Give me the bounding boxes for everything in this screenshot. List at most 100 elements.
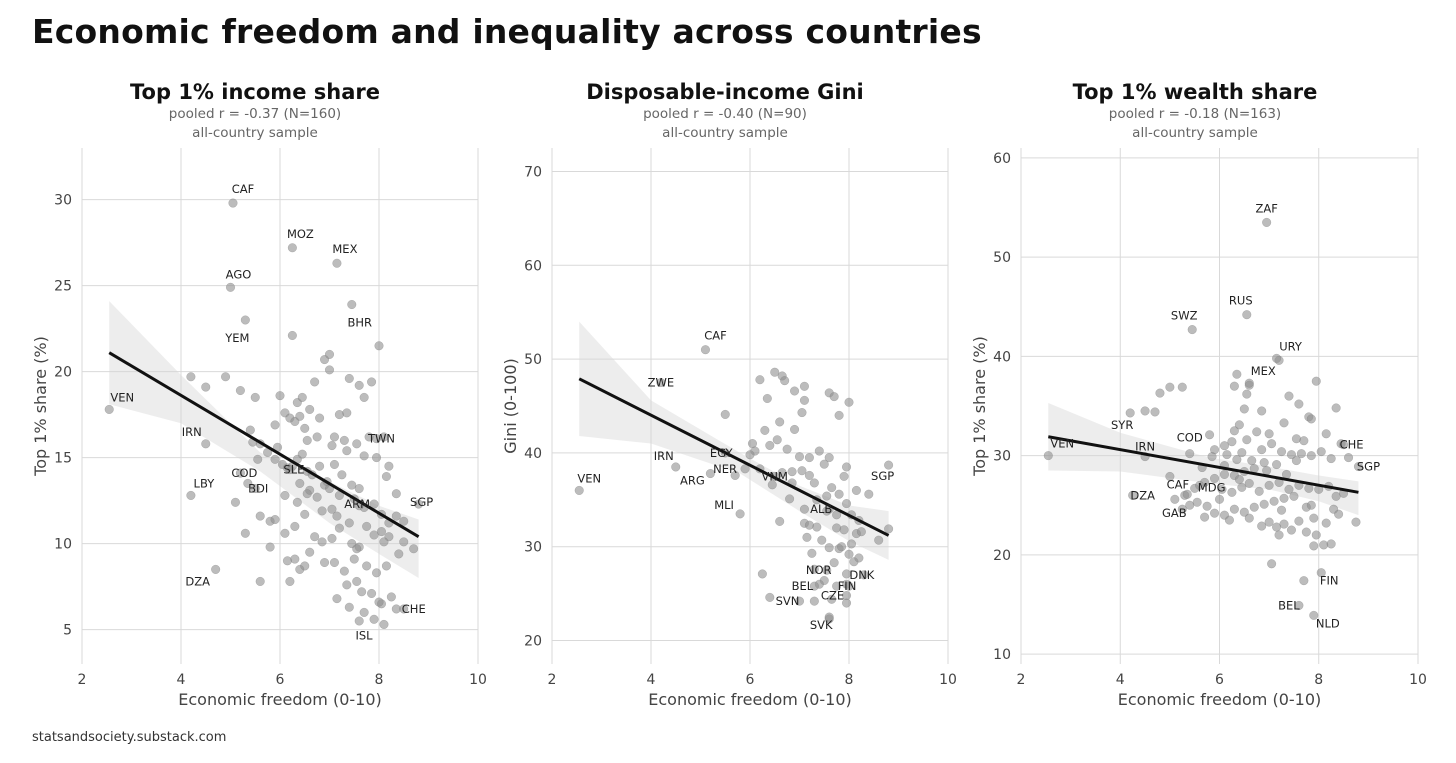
data-point [809, 564, 819, 574]
data-point [1306, 414, 1316, 424]
data-point [354, 616, 364, 626]
country-labels: CAF ZWE EGY IRN NER VNM ARG VEN SGP MLI ALB DNK NOR B… [577, 329, 894, 632]
data-point [1309, 541, 1319, 551]
data-point [1214, 494, 1225, 504]
data-point [1264, 480, 1274, 490]
data-point [799, 381, 810, 391]
data-point [1289, 491, 1299, 501]
country-label-twn: TWN [367, 432, 395, 446]
data-point [1296, 449, 1306, 459]
country-label-caf: CAF [1167, 477, 1190, 491]
data-point [381, 561, 391, 571]
data-point [302, 489, 312, 499]
regression-line [1048, 435, 1359, 494]
data-point [1329, 504, 1339, 514]
data-point [391, 489, 401, 499]
country-labels: CAF MOZ MEX AGO BHR YEM VEN IRN TWN COD SLE BDI LBY A… [110, 182, 433, 642]
y-tick-label: 20 [524, 634, 542, 650]
data-point [1234, 420, 1244, 430]
data-point [1224, 515, 1234, 525]
data-point-fin [1316, 568, 1326, 578]
data-point [1232, 369, 1242, 379]
data-point [391, 511, 401, 521]
data-point [1219, 441, 1230, 451]
data-point [297, 449, 307, 459]
country-label-fin: FIN [1320, 574, 1339, 588]
data-point-swz [1187, 325, 1197, 335]
data-point [379, 537, 389, 547]
data-point [243, 478, 253, 488]
country-label-moz: MOZ [287, 227, 314, 241]
data-point [834, 489, 844, 499]
panel-subtitle-stat: pooled r = -0.37 (N=160) [169, 106, 341, 122]
data-point [344, 373, 354, 384]
data-point [295, 478, 305, 488]
data-point [1205, 430, 1215, 440]
country-label-ago: AGO [226, 267, 252, 281]
country-label-bel: BEL [792, 579, 814, 593]
data-point [302, 435, 312, 445]
data-point [352, 576, 362, 586]
data-point [327, 441, 337, 451]
data-point [1311, 376, 1321, 386]
data-point [342, 408, 352, 418]
data-point [270, 420, 280, 430]
country-label-nld: NLD [1316, 616, 1340, 630]
data-point-svk [824, 612, 834, 622]
data-point [1279, 418, 1289, 428]
data-point [367, 588, 377, 599]
data-point [399, 516, 409, 526]
data-point [767, 480, 777, 490]
data-point [1249, 502, 1259, 512]
y-tick-label: 10 [993, 647, 1011, 663]
data-point [827, 594, 837, 604]
country-label-cod: COD [231, 466, 257, 480]
y-tick-label: 30 [524, 540, 542, 556]
data-point [235, 385, 245, 396]
data-point [730, 470, 740, 480]
data-point [287, 330, 297, 341]
data-point [253, 454, 263, 464]
data-point [841, 569, 852, 579]
confidence-band [109, 301, 419, 578]
data-point [329, 432, 340, 442]
confidence-band [579, 321, 889, 560]
data-point-bhr [347, 299, 357, 310]
country-label-ury: URY [1279, 339, 1303, 353]
data-point [809, 596, 819, 606]
y-tick-label: 50 [524, 352, 542, 368]
data-point [342, 580, 352, 590]
data-point [1299, 436, 1309, 446]
data-point [770, 367, 780, 377]
data-point [386, 592, 396, 602]
data-point-ven [104, 404, 114, 414]
data-point [827, 483, 837, 493]
data-point [354, 380, 364, 390]
x-tick-label: 8 [845, 672, 854, 688]
data-point-rus [1242, 310, 1252, 320]
data-point [379, 619, 389, 629]
data-point [362, 521, 372, 531]
data-point [884, 524, 894, 534]
data-point [230, 497, 240, 507]
data-point [856, 527, 866, 537]
data-point [1229, 504, 1239, 514]
x-tick-label: 4 [647, 672, 656, 688]
data-point [312, 492, 322, 502]
country-label-egy: EGY [710, 446, 734, 460]
data-point [822, 491, 832, 501]
data-point [352, 544, 362, 554]
panel-subtitle-stat: pooled r = -0.40 (N=90) [643, 106, 807, 122]
data-point [1227, 437, 1237, 447]
data-point [799, 504, 810, 514]
data-point-che [399, 604, 409, 614]
data-point [280, 528, 290, 538]
data-point [757, 569, 767, 579]
data-point [1257, 445, 1267, 455]
country-label-zwe: ZWE [648, 376, 675, 390]
data-point-caf [700, 345, 711, 355]
data-point [782, 444, 792, 454]
data-point [1209, 473, 1220, 483]
data-point-ury [1272, 353, 1282, 363]
data-point [809, 478, 819, 488]
